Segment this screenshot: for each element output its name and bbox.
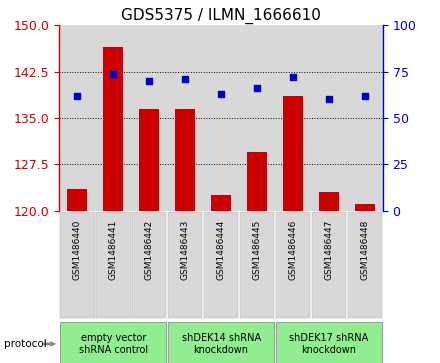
Text: GSM1486446: GSM1486446 [289, 219, 297, 280]
Point [290, 74, 297, 80]
Text: GSM1486448: GSM1486448 [360, 219, 369, 280]
Bar [139, 109, 159, 211]
FancyBboxPatch shape [168, 322, 274, 363]
Point [326, 97, 333, 102]
Point [182, 76, 189, 82]
FancyBboxPatch shape [348, 212, 382, 318]
Text: GSM1486442: GSM1486442 [145, 219, 154, 280]
Bar [67, 189, 87, 211]
Bar [175, 109, 195, 211]
Text: GSM1486440: GSM1486440 [73, 219, 82, 280]
Text: GSM1486445: GSM1486445 [253, 219, 261, 280]
Bar [355, 204, 375, 211]
FancyBboxPatch shape [60, 322, 166, 363]
Text: shDEK17 shRNA
knockdown: shDEK17 shRNA knockdown [289, 333, 369, 355]
Text: GSM1486443: GSM1486443 [181, 219, 190, 280]
FancyBboxPatch shape [60, 212, 95, 318]
Bar [247, 152, 267, 211]
Bar [319, 192, 339, 211]
Point [74, 93, 81, 99]
Bar [283, 96, 303, 211]
FancyBboxPatch shape [204, 212, 238, 318]
FancyBboxPatch shape [240, 212, 274, 318]
FancyBboxPatch shape [168, 212, 202, 318]
Text: GSM1486447: GSM1486447 [324, 219, 334, 280]
Point [146, 78, 153, 84]
Point [253, 85, 260, 91]
Title: GDS5375 / ILMN_1666610: GDS5375 / ILMN_1666610 [121, 8, 321, 24]
Text: GSM1486444: GSM1486444 [216, 219, 226, 280]
FancyBboxPatch shape [276, 322, 382, 363]
Bar [211, 195, 231, 211]
Text: protocol: protocol [4, 339, 47, 349]
Point [361, 93, 368, 99]
FancyBboxPatch shape [312, 212, 346, 318]
FancyBboxPatch shape [96, 212, 131, 318]
Bar [103, 47, 123, 211]
Text: empty vector
shRNA control: empty vector shRNA control [79, 333, 148, 355]
Point [110, 71, 117, 77]
Text: shDEK14 shRNA
knockdown: shDEK14 shRNA knockdown [182, 333, 260, 355]
FancyBboxPatch shape [276, 212, 310, 318]
FancyBboxPatch shape [132, 212, 166, 318]
Text: GSM1486441: GSM1486441 [109, 219, 118, 280]
Point [218, 91, 225, 97]
